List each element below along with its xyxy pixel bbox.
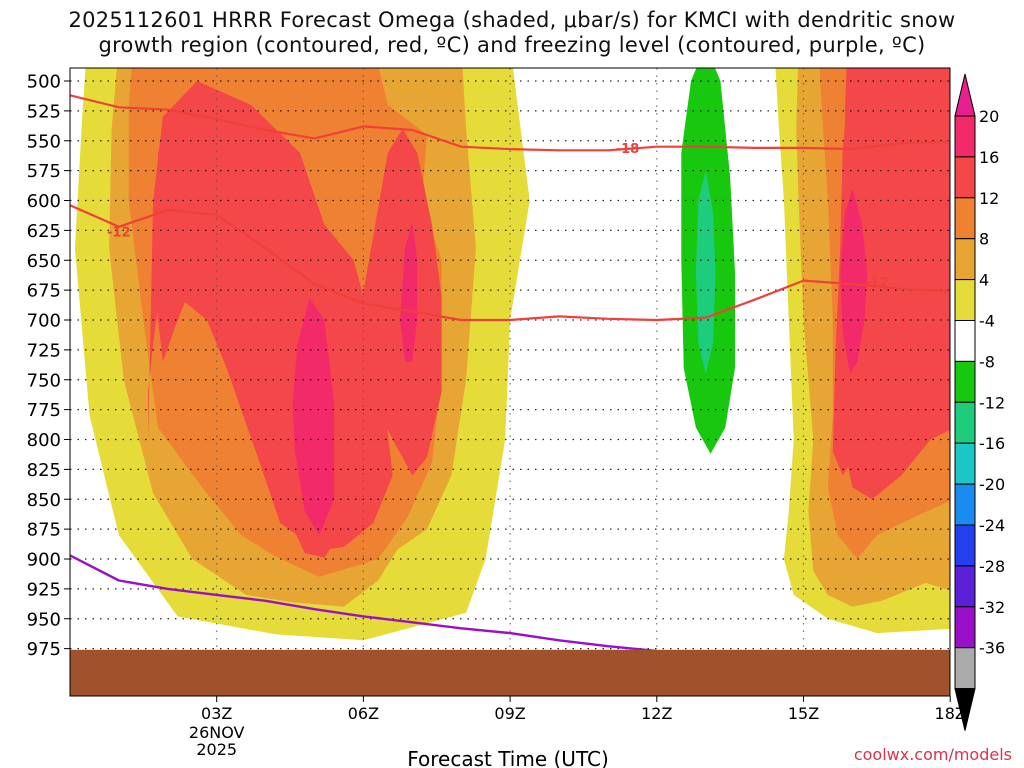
dgz-contour-line: [70, 204, 950, 322]
colorbar-bin: [954, 238, 976, 281]
colorbar-bin: [954, 565, 976, 608]
plot-area: -18 -12 -12: [70, 68, 950, 696]
colorbar-bin: [954, 442, 976, 485]
x-tick-label: 06Z: [348, 704, 379, 723]
date-label: 26NOV: [189, 723, 245, 742]
y-tick-label: 525: [27, 101, 61, 122]
y-tick-label: 650: [27, 251, 61, 272]
colorbar-bin: [954, 360, 976, 403]
x-tick-label: 09Z: [494, 704, 525, 723]
x-tick-label: 18Z: [935, 704, 966, 723]
y-tick-label: 625: [27, 221, 61, 242]
y-tick-label: 800: [27, 430, 61, 451]
colorbar-label: -4: [979, 312, 995, 331]
y-tick-label: 875: [27, 520, 61, 541]
colorbar-bin: [954, 279, 976, 322]
x-tick-label: 12Z: [641, 704, 672, 723]
colorbar-label: -8: [979, 352, 995, 371]
colorbar-label: -16: [979, 434, 1005, 453]
y-tick-label: 600: [27, 191, 61, 212]
omega-colorbar: 20 16 12 8 4 -4 -8 -12 -16 -20 -24 -28 -32 -36: [954, 73, 1005, 731]
colorbar-bin: [954, 401, 976, 444]
omega-region: [358, 128, 442, 476]
x-tick-label: 15Z: [788, 704, 819, 723]
x-axis-label: Forecast Time (UTC): [407, 747, 609, 768]
omega-region: [832, 93, 950, 476]
colorbar-label: -20: [979, 475, 1005, 494]
omega-region: [400, 222, 418, 362]
contour-label: -12: [865, 276, 889, 291]
colorbar-bottom-arrow: [954, 688, 976, 731]
omega-region: [695, 170, 716, 374]
y-tick-label: 500: [27, 72, 61, 93]
colorbar-label: 16: [979, 148, 999, 167]
pressure-axis: 500 525 550 575 600 625 650 675 700 725 750 775 800 8…: [27, 72, 70, 660]
y-tick-label: 725: [27, 340, 61, 361]
colorbar-bin: [954, 606, 976, 649]
freezing-level-line: [70, 554, 657, 653]
y-tick-label: 700: [27, 311, 61, 332]
y-tick-label: 900: [27, 550, 61, 571]
contour-label: -12: [107, 226, 131, 241]
chart-title-line-1: 2025112601 HRRR Forecast Omega (shaded, …: [68, 8, 956, 32]
y-tick-label: 925: [27, 579, 61, 600]
date-label: 2025: [196, 740, 237, 759]
colorbar-label: -12: [979, 393, 1005, 412]
colorbar-bin: [954, 156, 976, 199]
colorbar-label: 4: [979, 271, 989, 290]
colorbar-label: -28: [979, 557, 1005, 576]
colorbar-bin: [954, 197, 976, 240]
omega-shading: [70, 68, 950, 679]
y-tick-label: 550: [27, 131, 61, 152]
contour-label: -18: [616, 142, 640, 157]
colorbar-label: -24: [979, 516, 1005, 535]
y-tick-label: 575: [27, 161, 61, 182]
colorbar-top-arrow: [954, 73, 976, 117]
y-tick-label: 850: [27, 490, 61, 511]
chart-title-line-2: growth region (contoured, red, ºC) and f…: [98, 33, 926, 57]
dgz-contour-line: [70, 94, 950, 152]
colorbar-bin: [954, 647, 976, 690]
y-tick-label: 950: [27, 609, 61, 630]
omega-region: [292, 298, 335, 536]
colorbar-label: 12: [979, 189, 999, 208]
credit-link[interactable]: coolwx.com/models: [854, 745, 1012, 764]
colorbar-bin: [954, 115, 976, 158]
colorbar-label: -32: [979, 598, 1005, 617]
colorbar-label: -36: [979, 639, 1005, 658]
colorbar-bin: [954, 524, 976, 567]
x-tick-label: 03Z: [201, 704, 232, 723]
y-tick-label: 775: [27, 400, 61, 421]
y-tick-label: 975: [27, 639, 61, 660]
colorbar-label: 8: [979, 230, 989, 249]
y-tick-label: 675: [27, 281, 61, 302]
omega-region: [840, 188, 868, 374]
y-tick-label: 750: [27, 370, 61, 391]
colorbar-bin: [954, 483, 976, 526]
terrain-surface: [70, 649, 950, 696]
colorbar-bin: [954, 320, 976, 362]
y-tick-label: 825: [27, 460, 61, 481]
colorbar-label: 20: [979, 107, 999, 126]
